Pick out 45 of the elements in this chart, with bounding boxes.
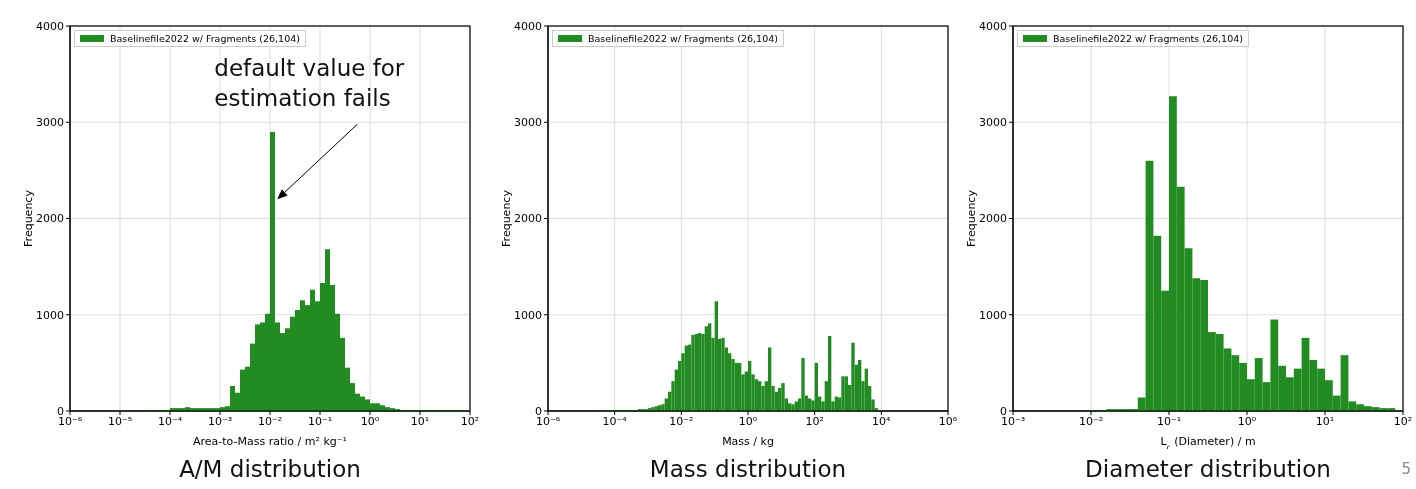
y-axis-title: Frequency xyxy=(965,189,978,247)
legend-label: Baselinefile2022 w/ Fragments (26,104) xyxy=(1053,33,1243,44)
legend-label: Baselinefile2022 w/ Fragments (26,104) xyxy=(588,33,778,44)
y-tick-label: 2000 xyxy=(514,212,542,226)
y-tick-label: 2000 xyxy=(979,212,1007,226)
y-tick-label: 3000 xyxy=(36,116,64,130)
text: A/M distribution xyxy=(178,456,362,482)
annotation: default value for estimation fails xyxy=(214,55,405,112)
text: Diameter distribution xyxy=(1084,456,1332,482)
text: 5 xyxy=(1401,460,1411,478)
x-tick-label: 10⁻³ xyxy=(207,414,233,428)
y-tick-label: 4000 xyxy=(514,19,542,33)
y-tick-label: 4000 xyxy=(36,19,64,33)
y-axis-title: Frequency xyxy=(22,189,35,247)
x-tick-label: 10¹ xyxy=(410,414,430,428)
x-axis-title: Mass / kg xyxy=(722,435,774,448)
legend-label: Baselinefile2022 w/ Fragments (26,104) xyxy=(110,33,300,44)
x-tick-label: 10⁴ xyxy=(872,414,892,428)
x-tick-label: 10² xyxy=(805,414,824,428)
x-tick-label: 10¹ xyxy=(1315,414,1335,428)
y-tick-label: 3000 xyxy=(979,116,1007,130)
x-tick-label: 10⁻⁵ xyxy=(107,414,133,428)
x-tick-label: 10⁰ xyxy=(1237,414,1257,428)
x-tick-label: 10⁶ xyxy=(938,414,958,428)
x-axis-title: Area-to-Mass ratio / m² kg⁻¹ xyxy=(193,435,347,448)
x-tick-label: 10⁻² xyxy=(669,414,694,428)
y-axis-title: Frequency xyxy=(500,189,513,247)
x-tick-label: 10² xyxy=(460,414,480,428)
x-tick-label: 10⁻⁴ xyxy=(602,414,628,428)
x-tick-label: 10⁻¹ xyxy=(1156,414,1182,428)
y-tick-label: 1000 xyxy=(979,308,1007,322)
y-tick-label: 2000 xyxy=(36,212,64,226)
y-tick-label: 1000 xyxy=(514,308,542,322)
x-tick-label: 10⁻² xyxy=(1078,414,1104,428)
x-tick-label: 10⁻⁴ xyxy=(157,414,183,428)
x-tick-label: 10⁰ xyxy=(360,414,380,428)
x-axis-title: L$_{c}$ (Diameter) / m xyxy=(1160,435,1256,452)
x-tick-label: 10² xyxy=(1393,414,1413,428)
text: Mass distribution xyxy=(648,456,848,482)
x-tick-label: 10⁰ xyxy=(738,414,758,428)
x-tick-label: 10⁻¹ xyxy=(307,414,333,428)
y-tick-label: 3000 xyxy=(514,116,542,130)
x-tick-label: 10⁻² xyxy=(257,414,283,428)
y-tick-label: 1000 xyxy=(36,308,64,322)
y-tick-label: 4000 xyxy=(979,19,1007,33)
